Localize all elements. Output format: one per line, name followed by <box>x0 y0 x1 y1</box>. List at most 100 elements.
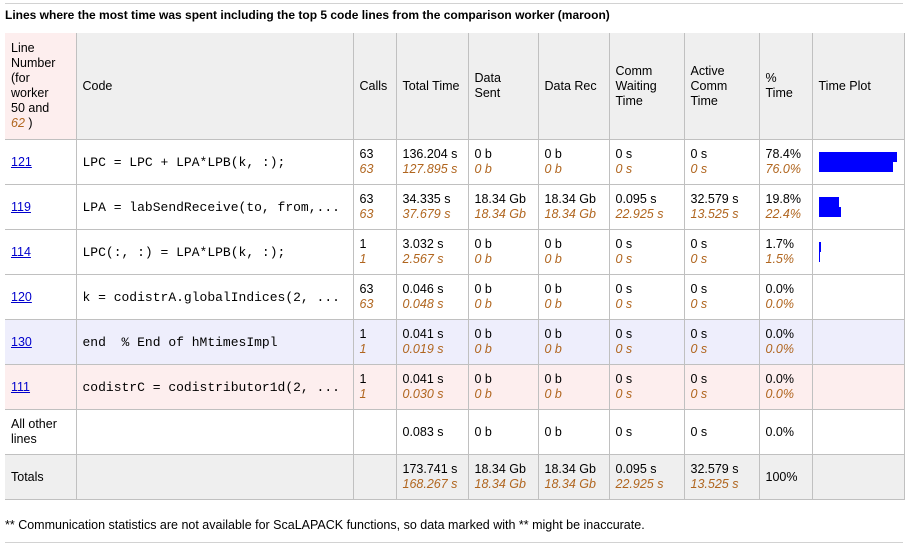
header-line-number[interactable]: Line Number (for worker 50 and 62 ) <box>5 33 77 140</box>
pct-time-cell: 1.7% 1.5% <box>758 229 813 275</box>
comparison-time-bar <box>818 162 893 172</box>
code-cell: LPC = LPC + LPA*LPB(k, :); <box>75 139 354 185</box>
comm-waiting-cell: 0.095 s 22.925 s <box>608 454 685 500</box>
code-cell: end % End of hMtimesImpl <box>75 319 354 365</box>
calls-cell <box>352 409 397 455</box>
code-text: end % End of hMtimesImpl <box>82 334 278 350</box>
calls-cell: 63 63 <box>352 184 397 230</box>
data-rec-cell: 0 b <box>537 409 610 455</box>
line-number-cell: 114 <box>5 229 77 275</box>
pct-time-cell: 0.0% 0.0% <box>758 319 813 365</box>
pct-time-cell: 78.4% 76.0% <box>758 139 813 185</box>
time-plot-cell <box>811 229 905 275</box>
header-pct-time[interactable]: % Time <box>758 33 813 140</box>
line-profile-table: Line Number (for worker 50 and 62 ) Code… <box>5 33 905 500</box>
comparison-time-bar <box>818 252 820 262</box>
top-divider <box>5 3 903 4</box>
table-row: 119 LPA = labSendReceive(to, from,... 63… <box>5 184 905 230</box>
header-total-time[interactable]: Total Time <box>395 33 469 140</box>
time-plot-cell <box>811 319 905 365</box>
comparison-worker-id: 62 <box>11 116 25 130</box>
header-data-rec[interactable]: Data Rec <box>537 33 610 140</box>
totals-label: Totals <box>5 454 77 500</box>
time-plot-cell <box>811 184 905 230</box>
other-lines-label: All other lines <box>5 409 77 455</box>
code-text: LPC = LPC + LPA*LPB(k, :); <box>82 154 286 170</box>
data-sent-cell: 18.34 Gb 18.34 Gb <box>467 454 539 500</box>
totals-row: Totals 173.741 s 168.267 s 18.34 Gb 18.34 … <box>5 454 905 500</box>
header-time-plot: Time Plot <box>811 33 905 140</box>
header-calls[interactable]: Calls <box>352 33 397 140</box>
comparison-time-bar <box>818 207 841 217</box>
header-row: Line Number (for worker 50 and 62 ) Code… <box>5 33 905 140</box>
calls-cell <box>352 454 397 500</box>
active-comm-cell: 0 s <box>683 409 760 455</box>
data-sent-cell: 18.34 Gb 18.34 Gb <box>467 184 539 230</box>
pct-time-cell: 100% <box>758 454 813 500</box>
other-lines-row: All other lines 0.083 s 0 b 0 b 0 s 0 s … <box>5 409 905 455</box>
code-text: LPC(:, :) = LPA*LPB(k, :); <box>82 244 286 260</box>
table-row: 121 LPC = LPC + LPA*LPB(k, :); 63 63 136.… <box>5 139 905 185</box>
header-code[interactable]: Code <box>75 33 354 140</box>
total-time-cell: 0.041 s 0.030 s <box>395 364 469 410</box>
line-number-cell: 119 <box>5 184 77 230</box>
pct-time-cell: 0.0% <box>758 409 813 455</box>
line-number-link[interactable]: 121 <box>11 154 32 169</box>
data-sent-cell: 0 b <box>467 409 539 455</box>
line-number-cell: 121 <box>5 139 77 185</box>
header-data-sent[interactable]: Data Sent <box>467 33 539 140</box>
pct-time-cell: 0.0% 0.0% <box>758 274 813 320</box>
code-cell <box>75 454 354 500</box>
data-rec-cell: 18.34 Gb 18.34 Gb <box>537 454 610 500</box>
code-cell <box>75 409 354 455</box>
line-number-cell: 130 <box>5 319 77 365</box>
total-time-cell: 136.204 s 127.895 s <box>395 139 469 185</box>
section-title: Lines where the most time was spent incl… <box>5 8 610 22</box>
worker-time-bar <box>818 152 897 162</box>
line-number-cell: 111 <box>5 364 77 410</box>
time-plot-cell <box>811 409 905 455</box>
line-number-link[interactable]: 114 <box>11 244 31 259</box>
line-number-link[interactable]: 111 <box>11 379 31 394</box>
line-number-link[interactable]: 130 <box>11 334 32 349</box>
active-comm-cell: 32.579 s 13.525 s <box>683 454 760 500</box>
line-number-link[interactable]: 119 <box>11 199 31 214</box>
header-active-comm-time[interactable]: Active Comm Time <box>683 33 760 140</box>
time-plot-cell <box>811 139 905 185</box>
total-time-cell: 0.083 s <box>395 409 469 455</box>
code-cell: codistrC = codistributor1d(2, ... <box>75 364 354 410</box>
code-text: k = codistrA.globalIndices(2, ... <box>82 289 340 305</box>
calls-cell: 63 63 <box>352 274 397 320</box>
pct-time-cell: 0.0% 0.0% <box>758 364 813 410</box>
footnote: ** Communication statistics are not avai… <box>5 518 645 532</box>
line-number-link[interactable]: 120 <box>11 289 32 304</box>
code-cell: LPC(:, :) = LPA*LPB(k, :); <box>75 229 354 275</box>
total-time-cell: 34.335 s 37.679 s <box>395 184 469 230</box>
code-text: LPA = labSendReceive(to, from,... <box>82 199 340 215</box>
total-time-cell: 173.741 s 168.267 s <box>395 454 469 500</box>
header-comm-waiting-time[interactable]: Comm Waiting Time <box>608 33 685 140</box>
time-plot-cell <box>811 454 905 500</box>
code-cell: k = codistrA.globalIndices(2, ... <box>75 274 354 320</box>
calls-cell: 63 63 <box>352 139 397 185</box>
